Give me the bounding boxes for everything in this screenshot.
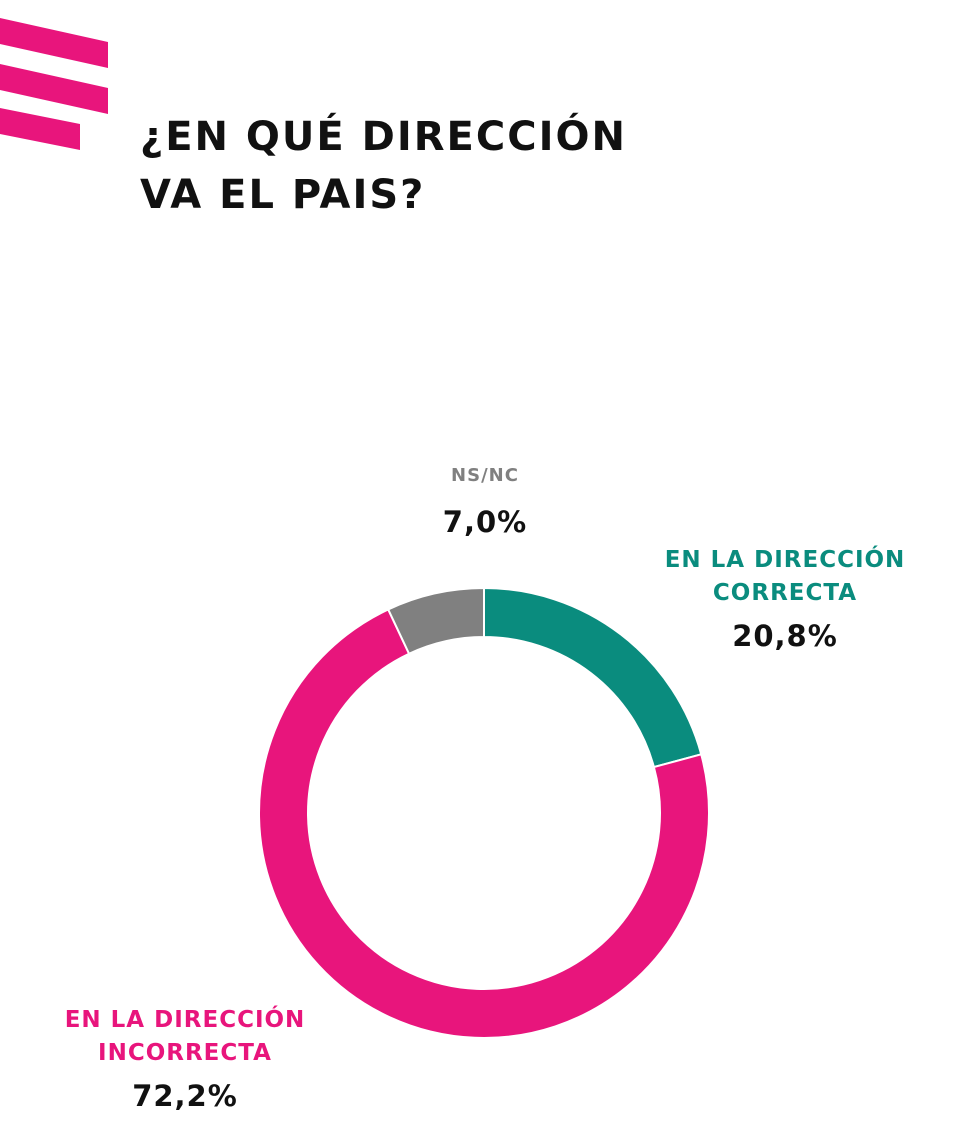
label-incorrecta-line-2: INCORRECTA (98, 1040, 272, 1066)
label-correcta: EN LA DIRECCIÓN CORRECTA 20,8% (640, 544, 930, 656)
title-line-2: VA EL PAIS? (140, 172, 426, 218)
title-line-1: ¿EN QUÉ DIRECCIÓN (140, 114, 627, 160)
label-nsnc: NS/NC 7,0% (400, 462, 570, 542)
logo-stripe (0, 18, 108, 68)
label-nsnc-value: 7,0% (442, 505, 528, 539)
label-incorrecta: EN LA DIRECCIÓN INCORRECTA 72,2% (40, 1004, 330, 1116)
logo-stripe (0, 108, 80, 150)
slice-incorrecta (258, 608, 710, 1039)
brand-logo (0, 18, 108, 150)
slice-nsnc (386, 586, 485, 656)
logo-stripe (0, 64, 108, 114)
label-correcta-line-2: CORRECTA (712, 580, 858, 606)
label-incorrecta-line-1: EN LA DIRECCIÓN (64, 1007, 306, 1033)
label-incorrecta-value: 72,2% (132, 1079, 238, 1113)
page-title: ¿EN QUÉ DIRECCIÓN VA EL PAIS? (140, 108, 627, 224)
label-nsnc-category: NS/NC (451, 465, 519, 486)
label-correcta-value: 20,8% (732, 619, 838, 653)
label-correcta-line-1: EN LA DIRECCIÓN (664, 547, 906, 573)
